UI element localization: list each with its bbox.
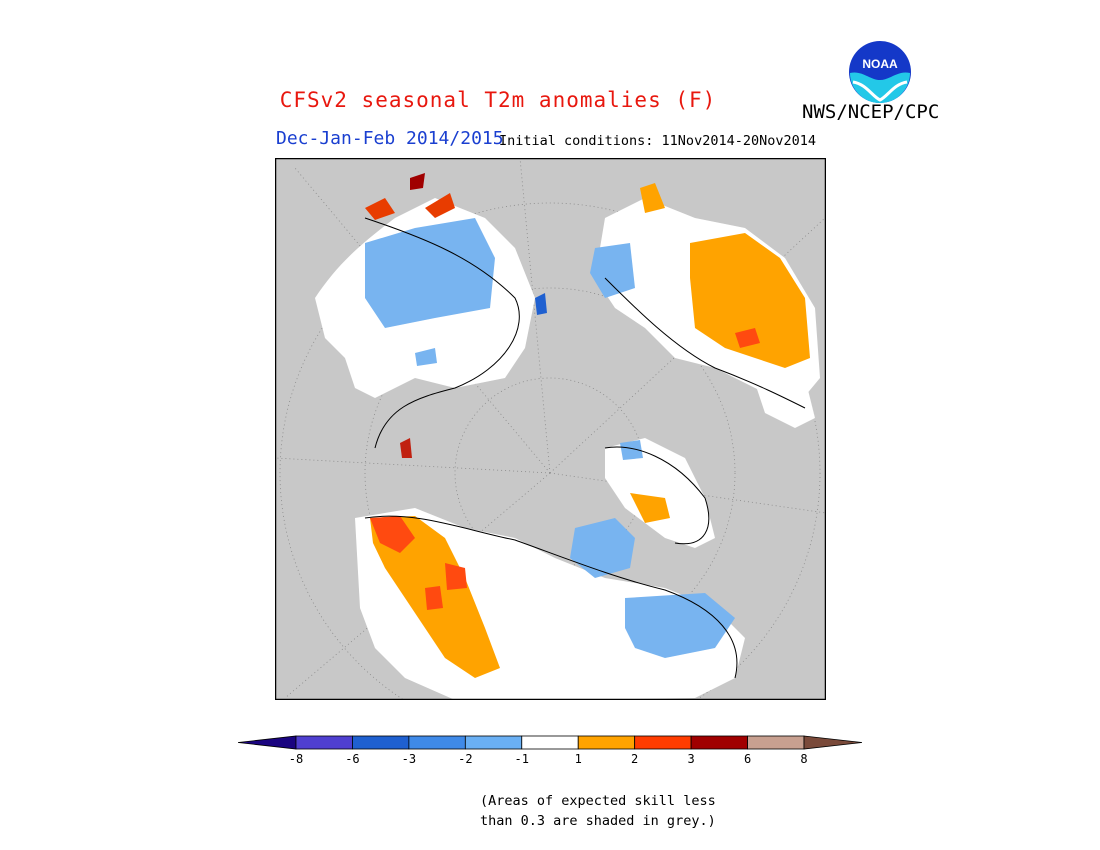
colorbar-arrow-low — [238, 735, 297, 750]
colorbar-arrow-high — [803, 735, 862, 750]
colorbar-tick-label: 8 — [800, 752, 807, 766]
colorbar-segment — [634, 735, 692, 750]
colorbar-tick-label: 3 — [687, 752, 694, 766]
agency-label: NWS/NCEP/CPC — [802, 101, 940, 123]
colorbar-tick-label: -1 — [515, 752, 529, 766]
season-label: Dec-Jan-Feb 2014/2015 — [276, 128, 504, 149]
colorbar-segment — [747, 735, 805, 750]
colorbar-tick-label: -8 — [289, 752, 303, 766]
land-asia — [315, 173, 547, 458]
initial-conditions-label: Initial conditions: 11Nov2014-20Nov2014 — [499, 133, 816, 149]
skill-note-line1: (Areas of expected skill less — [480, 793, 716, 809]
polar-map — [275, 158, 826, 700]
coastlines — [364, 217, 806, 679]
colorbar-tick-label: -3 — [402, 752, 416, 766]
svg-text:NOAA: NOAA — [862, 57, 898, 71]
colorbar-segment — [408, 735, 466, 750]
colorbar-segment — [521, 735, 579, 750]
colorbar-tick-label: 1 — [575, 752, 582, 766]
colorbar-segment — [464, 735, 523, 750]
colorbar: -8 -6 -3 -2 -1 1 2 3 6 8 — [238, 735, 862, 766]
land-greenland — [605, 438, 715, 548]
colorbar-segment — [577, 735, 636, 750]
colorbar-tick-label: -2 — [458, 752, 472, 766]
land-north-america — [355, 508, 745, 700]
skill-note-line2: than 0.3 are shaded in grey.) — [480, 813, 716, 829]
colorbar-tick-label: 2 — [631, 752, 638, 766]
colorbar-tick-label: -6 — [345, 752, 359, 766]
colorbar-tick-label: 6 — [744, 752, 751, 766]
land-europe — [590, 183, 820, 428]
colorbar-segment — [352, 735, 410, 750]
noaa-logo: NOAA — [849, 41, 911, 103]
skill-note: (Areas of expected skill less than 0.3 a… — [480, 791, 716, 831]
chart-title: CFSv2 seasonal T2m anomalies (F) — [0, 88, 1100, 112]
colorbar-segment — [690, 735, 748, 750]
colorbar-segment — [295, 735, 353, 750]
chart-title-text: CFSv2 seasonal T2m anomalies (F) — [279, 88, 717, 112]
